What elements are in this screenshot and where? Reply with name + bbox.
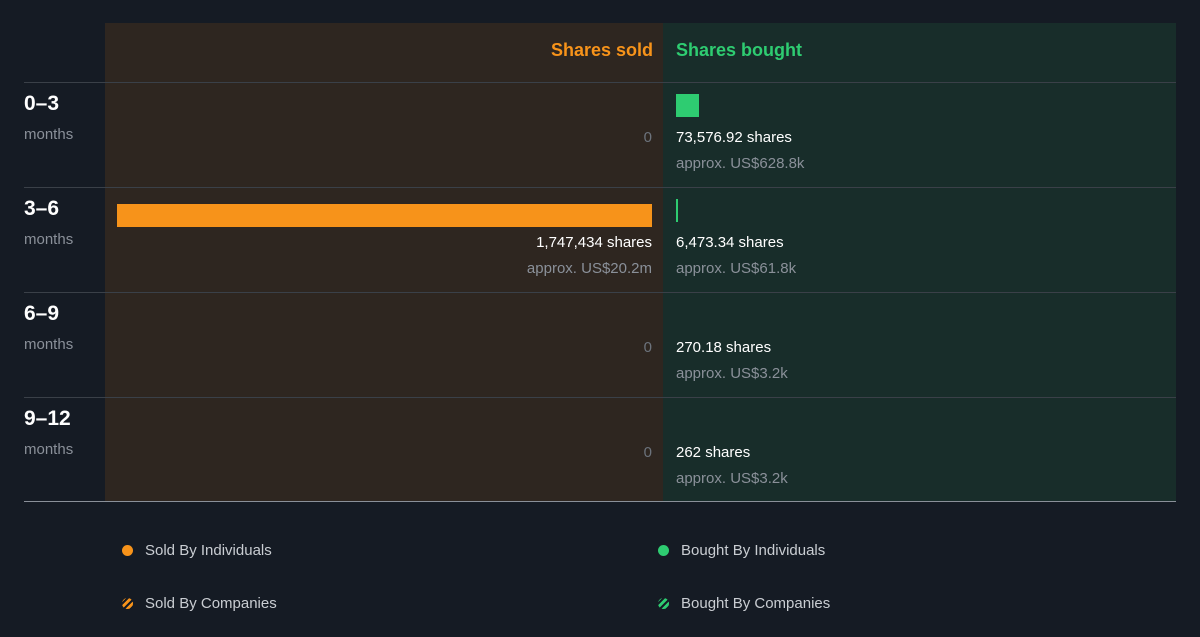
row-divider [24, 82, 1176, 83]
period-label: 9–12 [24, 407, 71, 430]
orange-dot-icon [122, 545, 133, 556]
period-unit: months [24, 126, 74, 143]
sold-zero-value: 0 [643, 444, 652, 461]
bought-shares-value: 73,576.92 shares [676, 129, 792, 146]
legend-bought-by-individuals[interactable]: Bought By Individuals [658, 542, 825, 559]
legend-sold-by-individuals[interactable]: Sold By Individuals [122, 542, 272, 559]
period-unit: months [24, 231, 74, 248]
shares-bought-header: Shares bought [676, 40, 803, 60]
sold-approx-value: approx. US$20.2m [526, 260, 652, 277]
shares-bought-panel [663, 23, 1176, 501]
period-unit: months [24, 336, 74, 353]
period-label: 0–3 [24, 92, 60, 115]
sold-zero-value: 0 [643, 339, 652, 356]
period-label: 3–6 [24, 197, 60, 220]
bought-approx-value: approx. US$3.2k [676, 365, 788, 382]
period-unit: months [24, 441, 74, 458]
sold-shares-value: 1,747,434 shares [536, 234, 652, 251]
bought-approx-value: approx. US$61.8k [676, 260, 797, 277]
orange-striped-dot-icon [122, 598, 133, 609]
row-divider [24, 397, 1176, 398]
legend-sold-by-companies[interactable]: Sold By Companies [122, 595, 277, 612]
legend-bought-by-companies[interactable]: Bought By Companies [658, 595, 830, 612]
bought-bar [676, 199, 679, 222]
row-divider [24, 292, 1176, 293]
sold-zero-value: 0 [643, 129, 652, 146]
bought-shares-value: 6,473.34 shares [676, 234, 784, 251]
legend-label: Bought By Companies [681, 595, 831, 612]
shares-sold-header: Shares sold [550, 40, 653, 60]
bought-approx-value: approx. US$628.8k [676, 155, 805, 172]
legend-label: Bought By Individuals [681, 542, 826, 559]
sold-bar [117, 204, 652, 227]
period-label: 6–9 [24, 302, 60, 325]
bought-shares-value: 270.18 shares [676, 339, 772, 356]
bought-bar [676, 94, 699, 117]
shares-sold-panel [105, 23, 663, 501]
green-striped-dot-icon [658, 598, 669, 609]
green-dot-icon [658, 545, 669, 556]
bought-shares-value: 262 shares [676, 444, 751, 461]
bought-approx-value: approx. US$3.2k [676, 470, 788, 487]
legend-label: Sold By Individuals [145, 542, 272, 559]
legend-label: Sold By Companies [145, 595, 277, 612]
row-divider [24, 187, 1176, 188]
chart-bottom-divider [24, 501, 1176, 502]
